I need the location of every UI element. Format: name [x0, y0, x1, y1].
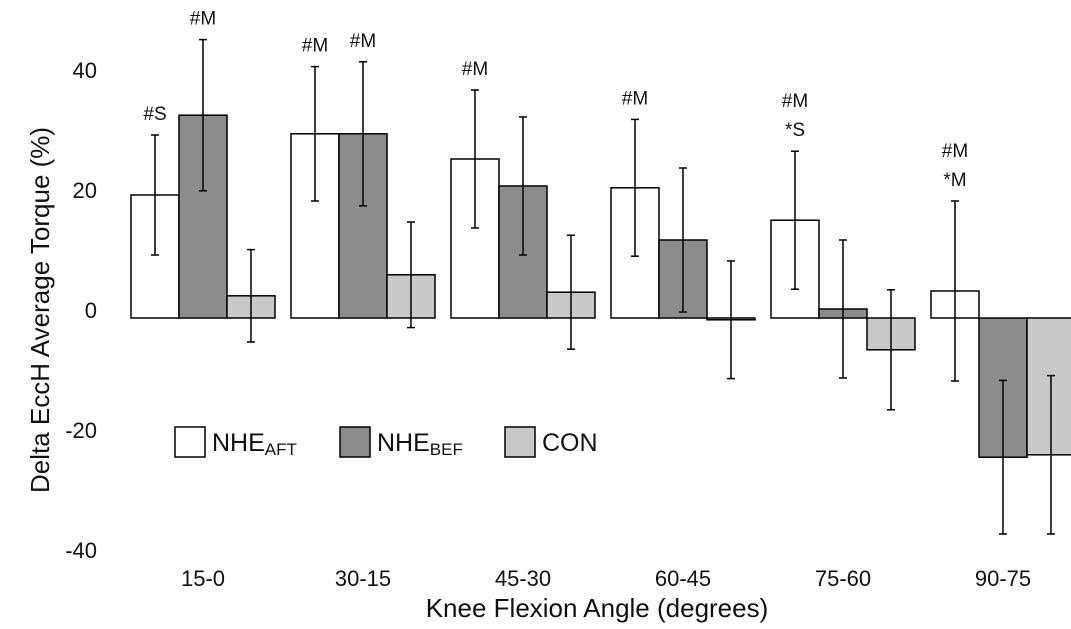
error-bar	[567, 234, 575, 350]
legend-label: NHEAFT	[212, 429, 297, 460]
annotation: *M	[943, 170, 966, 191]
x-axis-title: Knee Flexion Angle (degrees)	[426, 593, 769, 623]
error-bar	[887, 289, 895, 411]
y-tick-label: -20	[65, 418, 97, 443]
annotation: #M	[190, 9, 216, 30]
legend-swatch	[339, 426, 371, 458]
x-tick-label: 75-60	[815, 566, 871, 591]
legend-background	[165, 418, 625, 470]
legend-label: NHEBEF	[377, 429, 463, 460]
error-bar	[951, 200, 959, 382]
legend: NHEAFT NHEBEF CON	[165, 418, 625, 470]
error-bar	[1047, 374, 1055, 535]
x-tick-label: 15-0	[181, 566, 225, 591]
error-bar	[999, 379, 1007, 535]
error-bar	[311, 65, 319, 202]
error-bar	[359, 61, 367, 207]
error-bar	[791, 150, 799, 290]
annotation: #M	[782, 91, 808, 112]
y-tick-label: 40	[73, 58, 97, 83]
legend-swatch	[174, 426, 206, 458]
annotation: *S	[785, 120, 805, 141]
error-bar	[247, 248, 255, 343]
y-axis-title: Delta EccH Average Torque (%)	[25, 127, 55, 493]
x-tick-label: 45-30	[495, 566, 551, 591]
annotation: #M	[942, 141, 968, 162]
error-bar	[199, 38, 207, 192]
y-tick-label: -40	[65, 538, 97, 563]
annotation: #S	[143, 104, 166, 125]
x-tick-label: 30-15	[335, 566, 391, 591]
error-bar	[839, 239, 847, 379]
annotation: #M	[462, 59, 488, 80]
y-tick-label: 20	[73, 178, 97, 203]
y-tick-label: 0	[85, 298, 97, 323]
annotation: #M	[302, 36, 328, 57]
error-bar	[471, 89, 479, 229]
error-bar	[631, 118, 639, 257]
bar	[1026, 317, 1071, 456]
legend-subscript: AFT	[265, 440, 297, 459]
annotation: #M	[350, 31, 376, 52]
x-tick-label: 90-75	[975, 566, 1031, 591]
legend-swatch	[504, 426, 536, 458]
legend-name: NHE	[212, 429, 265, 457]
x-tick-label: 60-45	[655, 566, 711, 591]
legend-label: CON	[542, 429, 598, 457]
error-bar	[727, 260, 735, 380]
annotation: #M	[622, 88, 648, 109]
legend-name: NHE	[377, 429, 430, 457]
error-bar	[519, 116, 527, 256]
legend-name: CON	[542, 429, 598, 457]
error-bar	[151, 134, 159, 256]
error-bar	[407, 221, 415, 329]
error-bar	[679, 167, 687, 313]
legend-subscript: BEF	[430, 440, 463, 459]
